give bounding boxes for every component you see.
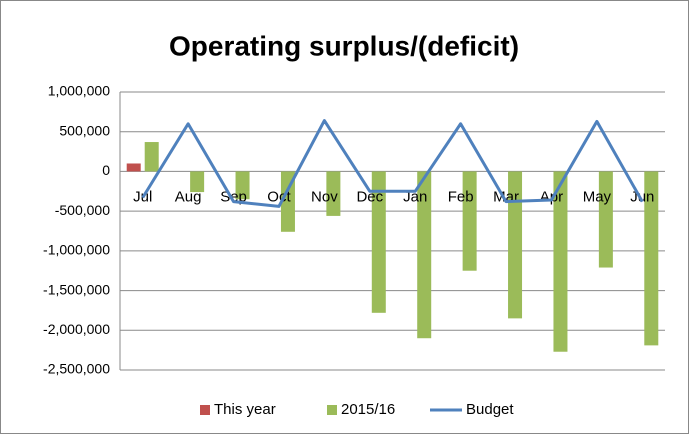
chart-title: Operating surplus/(deficit) [169,30,519,61]
bar [144,142,159,172]
bar [326,171,341,216]
bar [126,163,141,172]
y-tick-label: 500,000 [59,122,110,138]
y-tick-label: -1,500,000 [43,281,110,297]
bar [553,171,568,352]
bar [417,171,432,339]
y-tick-label: -2,500,000 [43,361,110,377]
legend-label: This year [214,401,276,418]
bar [235,171,250,200]
line-series [141,119,644,208]
bar [644,171,659,346]
x-tick-label: Nov [311,188,338,205]
legend-swatch [200,405,210,415]
y-tick-label: -500,000 [55,202,110,218]
bar [598,171,613,268]
x-tick-label: Jun [630,188,654,205]
x-tick-label: Feb [448,188,474,205]
y-tick-label: 1,000,000 [48,83,110,99]
legend-swatch [327,405,337,415]
bar [508,171,523,319]
bar [280,171,295,232]
x-tick-label: May [583,188,612,205]
y-tick-label: -1,000,000 [43,242,110,258]
bar [190,171,205,193]
y-tick-label: 0 [102,162,110,178]
x-tick-label: Aug [175,188,202,205]
bar [371,171,386,313]
legend-label: Budget [466,401,514,418]
bar [462,171,477,271]
legend-label: 2015/16 [341,401,395,418]
y-tick-label: -2,000,000 [43,321,110,337]
x-tick-label: Apr [540,188,563,205]
